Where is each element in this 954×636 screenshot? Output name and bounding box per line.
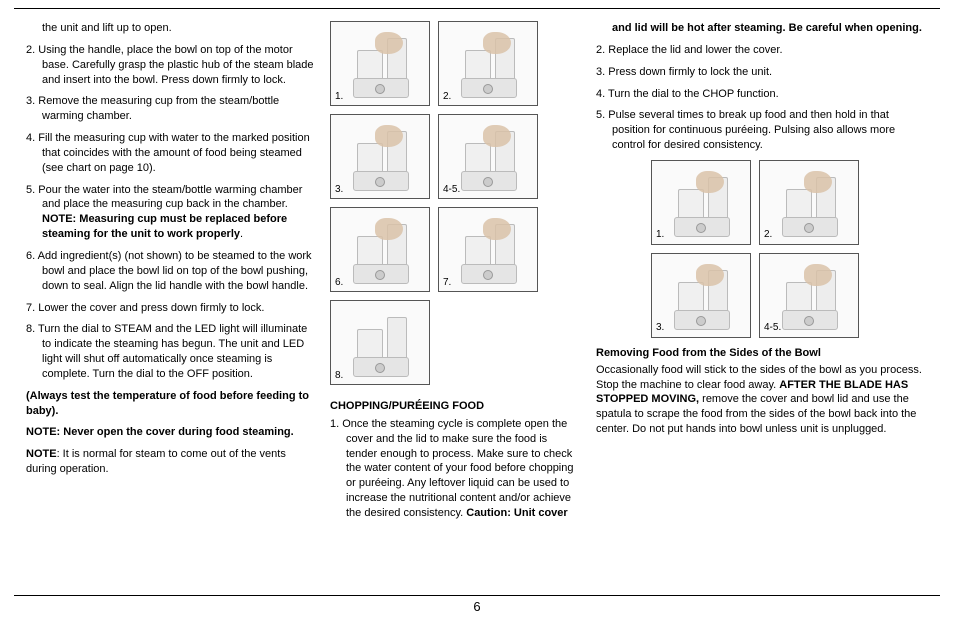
cover-warning: NOTE: Never open the cover during food s… bbox=[26, 425, 314, 440]
list-item: 5. Pulse several times to break up food … bbox=[596, 108, 926, 153]
figure-number: 4-5. bbox=[764, 321, 781, 335]
appliance-illustration bbox=[778, 262, 842, 330]
column-3: and lid will be hot after steaming. Be c… bbox=[596, 21, 926, 587]
appliance-illustration bbox=[457, 123, 521, 191]
list-item: 8. Turn the dial to STEAM and the LED li… bbox=[26, 322, 314, 381]
appliance-illustration bbox=[670, 262, 734, 330]
figure-number: 3. bbox=[656, 321, 664, 335]
instruction-figure: 3. bbox=[651, 253, 751, 338]
figure-grid-1: 1. 2. 3. 4-5. 6. 7. 8. bbox=[330, 21, 550, 385]
list-item: 4. Fill the measuring cup with water to … bbox=[26, 131, 314, 176]
instruction-figure: 6. bbox=[330, 207, 430, 292]
list-item: 2. Replace the lid and lower the cover. bbox=[596, 43, 926, 58]
appliance-illustration bbox=[457, 216, 521, 284]
figure-number: 1. bbox=[656, 228, 664, 242]
hand-illustration bbox=[483, 125, 511, 147]
appliance-illustration bbox=[778, 169, 842, 237]
removing-food-text: Occasionally food will stick to the side… bbox=[596, 363, 926, 437]
instruction-figure: 2. bbox=[759, 160, 859, 245]
figure-grid-2: 1. 2. 3. 4-5. bbox=[651, 160, 871, 338]
hand-illustration bbox=[375, 218, 403, 240]
list-item: 3. Remove the measuring cup from the ste… bbox=[26, 94, 314, 124]
appliance-illustration bbox=[457, 30, 521, 98]
instruction-figure: 2. bbox=[438, 21, 538, 106]
hand-illustration bbox=[804, 264, 832, 286]
manual-page: the unit and lift up to open. 2. Using t… bbox=[14, 8, 940, 596]
hot-warning-cont: and lid will be hot after steaming. Be c… bbox=[596, 21, 926, 36]
list-item: 2. Using the handle, place the bowl on t… bbox=[26, 43, 314, 88]
figure-number: 6. bbox=[335, 276, 343, 290]
chopping-steps-start: 1. Once the steaming cycle is complete o… bbox=[330, 417, 580, 528]
figure-number: 3. bbox=[335, 183, 343, 197]
list-item: 5. Pour the water into the steam/bottle … bbox=[26, 183, 314, 242]
appliance-illustration bbox=[670, 169, 734, 237]
hand-illustration bbox=[804, 171, 832, 193]
instruction-figure: 1. bbox=[651, 160, 751, 245]
figure-number: 7. bbox=[443, 276, 451, 290]
hand-illustration bbox=[375, 32, 403, 54]
hand-illustration bbox=[696, 171, 724, 193]
list-continuation: the unit and lift up to open. bbox=[26, 21, 314, 36]
column-1: the unit and lift up to open. 2. Using t… bbox=[14, 21, 314, 587]
steam-vent-note: NOTE: It is normal for steam to come out… bbox=[26, 447, 314, 477]
list-item: 4. Turn the dial to the CHOP function. bbox=[596, 87, 926, 102]
instruction-figure: 3. bbox=[330, 114, 430, 199]
instruction-figure: 7. bbox=[438, 207, 538, 292]
steaming-steps: 2. Using the handle, place the bowl on t… bbox=[26, 43, 314, 389]
figure-number: 2. bbox=[764, 228, 772, 242]
figure-number: 8. bbox=[335, 369, 343, 383]
chopping-steps: 2. Replace the lid and lower the cover. … bbox=[596, 43, 926, 160]
instruction-figure: 1. bbox=[330, 21, 430, 106]
list-item: 6. Add ingredient(s) (not shown) to be s… bbox=[26, 249, 314, 294]
figure-number: 2. bbox=[443, 90, 451, 104]
instruction-figure: 8. bbox=[330, 300, 430, 385]
temp-test-note: (Always test the temperature of food bef… bbox=[26, 389, 314, 419]
column-2: 1.2.3.4-5.6.7.8. CHOPPING/PURÉEING FOOD … bbox=[330, 21, 580, 587]
appliance-illustration bbox=[349, 30, 413, 98]
chopping-heading: CHOPPING/PURÉEING FOOD bbox=[330, 399, 580, 414]
removing-food-heading: Removing Food from the Sides of the Bowl bbox=[596, 346, 926, 361]
hand-illustration bbox=[483, 218, 511, 240]
list-item: 3. Press down firmly to lock the unit. bbox=[596, 65, 926, 80]
list-item: 7. Lower the cover and press down firmly… bbox=[26, 301, 314, 316]
instruction-figure: 4-5. bbox=[759, 253, 859, 338]
figure-number: 4-5. bbox=[443, 183, 460, 197]
hand-illustration bbox=[375, 125, 403, 147]
appliance-illustration bbox=[349, 216, 413, 284]
instruction-figure: 4-5. bbox=[438, 114, 538, 199]
hand-illustration bbox=[483, 32, 511, 54]
appliance-illustration bbox=[349, 123, 413, 191]
list-item: 1. Once the steaming cycle is complete o… bbox=[330, 417, 580, 521]
appliance-illustration bbox=[349, 309, 413, 377]
figure-number: 1. bbox=[335, 90, 343, 104]
hand-illustration bbox=[696, 264, 724, 286]
page-number: 6 bbox=[0, 598, 954, 616]
